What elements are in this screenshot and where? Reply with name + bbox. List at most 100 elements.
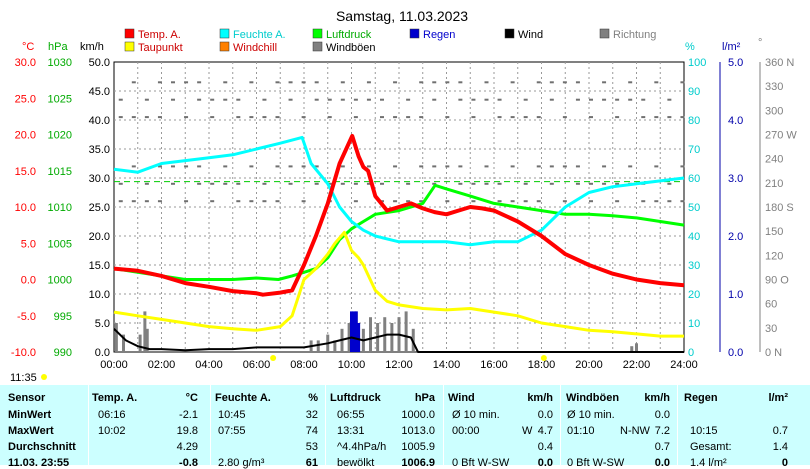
pressure-time: 06:55 [337, 409, 365, 421]
legend-swatch [124, 28, 135, 39]
humidity-tick-label: 20 [688, 289, 700, 301]
row-label: 11.03. 23:55 [8, 457, 70, 469]
axis-labels: 00:00 02:00 04:00 06:00 08:00 10:00 12:00 14:00… [11, 37, 797, 371]
gust-bar [630, 346, 634, 352]
x-tick-label: 12:00 [385, 359, 413, 371]
temp-tick-label: 30.0 [15, 57, 36, 69]
direction-tick-label: 120 [765, 250, 783, 262]
humidity-tick-label: 10 [688, 318, 700, 330]
wind-tick-label: 50.0 [89, 57, 110, 69]
pressure-time: bewölkt [337, 457, 375, 469]
pressure-tick-label: 990 [54, 347, 72, 359]
direction-axis-label: ° [758, 37, 762, 49]
humidity-tick-label: 40 [688, 231, 700, 243]
temp-time: 06:16 [98, 409, 126, 421]
header-pressure-unit: hPa [414, 392, 435, 404]
wind-tick-label: 15.0 [89, 260, 110, 272]
pressure-tick-label: 1015 [48, 166, 72, 178]
gust-bar [143, 311, 147, 352]
header-rain: Regen [684, 392, 718, 404]
rain-bar [352, 311, 356, 352]
direction-tick-label: 180 S [765, 202, 794, 214]
rain-value: 0.7 [772, 425, 788, 437]
series-line-luftdruck [113, 183, 685, 281]
pressure-tick-label: 1005 [48, 238, 72, 250]
rain-bar [357, 323, 361, 352]
wind-tick-label: 0.0 [95, 347, 110, 359]
direction-tick-label: 300 [765, 105, 783, 117]
humidity-tick-label: 0 [688, 347, 694, 359]
wind-tick-label: 20.0 [89, 231, 110, 243]
temp-tick-label: 25.0 [15, 93, 36, 105]
table-divider [443, 385, 444, 465]
temp-tick-label: 20.0 [15, 130, 36, 142]
humidity-time: 07:55 [218, 425, 246, 437]
humidity-tick-label: 90 [688, 86, 700, 98]
x-tick-label: 02:00 [148, 359, 176, 371]
legend-label: Taupunkt [138, 42, 183, 54]
x-tick-label: 20:00 [575, 359, 603, 371]
pressure-value: 1013.0 [401, 425, 435, 437]
legend-label: Temp. A. [138, 29, 181, 41]
rain-axis-label: l/m² [722, 41, 741, 53]
gust-value: 7.2 [654, 425, 670, 437]
gust-value: 0.0 [654, 409, 670, 421]
humidity-tick-label: 70 [688, 144, 700, 156]
rain-time: 1.4 l/m² [690, 457, 727, 469]
x-tick-label: 16:00 [480, 359, 508, 371]
wind-desc: Ø 10 min. [452, 409, 500, 421]
direction-tick-label: 90 O [765, 275, 789, 287]
series-line-wind [113, 328, 684, 353]
legend-swatch [409, 28, 420, 39]
x-tick-label: 06:00 [243, 359, 271, 371]
header-wind-unit: km/h [527, 392, 553, 404]
humidity-value: 74 [305, 425, 318, 437]
x-tick-label: 00:00 [100, 359, 128, 371]
wind-dir: W [522, 425, 533, 437]
table-divider [325, 385, 326, 465]
gust-desc: 01:10 [567, 425, 595, 437]
wind-value: 4.7 [537, 425, 553, 437]
header-pressure: Luftdruck [330, 392, 381, 404]
rain-time: Gesamt: [690, 441, 732, 453]
pressure-tick-label: 995 [54, 311, 72, 323]
wind-tick-label: 5.0 [95, 318, 110, 330]
wind-tick-label: 25.0 [89, 202, 110, 214]
gust-bar [114, 323, 118, 352]
temp-tick-label: -10.0 [11, 347, 36, 359]
x-tick-label: 24:00 [670, 359, 698, 371]
pressure-time: ^4.4hPa/h [337, 441, 387, 453]
table-divider [677, 385, 678, 465]
humidity-time: 2.80 g/m³ [218, 457, 265, 469]
pressure-value: 1000.0 [401, 409, 435, 421]
legend-label: Regen [423, 29, 455, 41]
pressure-tick-label: 1025 [48, 93, 72, 105]
series-line-taupunkt [113, 230, 684, 338]
humidity-value: 32 [305, 409, 318, 421]
temp-tick-label: 0.0 [21, 275, 36, 287]
rain-tick-label: 5.0 [728, 57, 743, 69]
wind-value: 0.0 [537, 409, 553, 421]
x-tick-label: 14:00 [433, 359, 461, 371]
temp-time: 10:02 [98, 425, 126, 437]
rain-time: 10:15 [690, 425, 718, 437]
header-humidity-unit: % [308, 392, 318, 404]
rain-tick-label: 4.0 [728, 115, 743, 127]
pressure-tick-label: 1020 [48, 130, 72, 142]
legend-swatch [312, 41, 323, 52]
plot-area [113, 61, 685, 353]
humidity-tick-label: 80 [688, 115, 700, 127]
weather-chart: Samstag, 11.03.2023 Temp. A. Feuchte A. Lu… [10, 8, 797, 384]
direction-tick-label: 60 [765, 299, 777, 311]
pressure-tick-label: 1030 [48, 57, 72, 69]
legend-label: Luftdruck [326, 29, 372, 41]
gust-value: 0.0 [654, 457, 670, 469]
wind-desc: 00:00 [452, 425, 480, 437]
header-gust-unit: km/h [644, 392, 670, 404]
direction-tick-label: 30 [765, 323, 777, 335]
legend-label: Windchill [233, 42, 277, 54]
pressure-value: 1006.9 [401, 457, 435, 469]
gust-bar [369, 317, 372, 352]
gust-desc: Ø 10 min. [567, 409, 615, 421]
pressure-axis-label: hPa [48, 41, 68, 53]
